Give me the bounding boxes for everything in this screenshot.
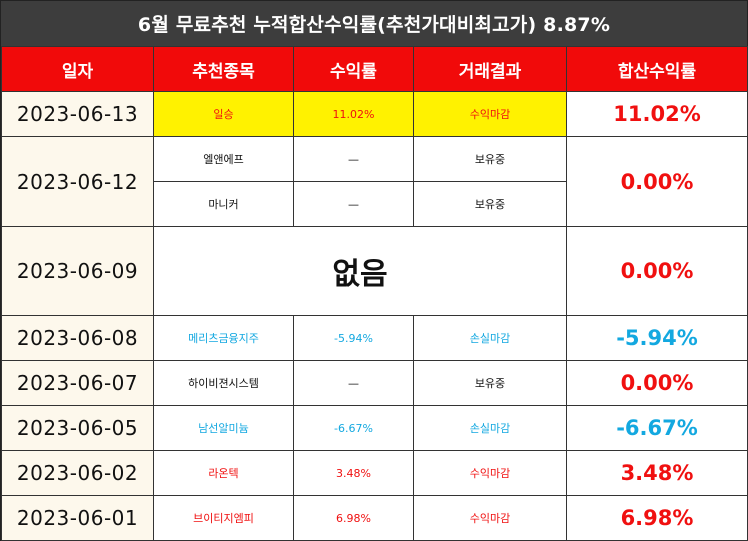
stock-rate: 3.48% [293,450,414,496]
stock-result: 손실마감 [413,315,567,361]
recommendation-table: 일자 추천종목 수익률 거래결과 합산수익률 2023-06-13 일승 11.… [1,46,748,541]
table-row: 2023-06-08 메리츠금융지주 -5.94% 손실마감 -5.94% [1,315,748,361]
stock-rate: 11.02% [293,91,414,137]
header-result: 거래결과 [413,46,567,92]
row-total: 0.00% [566,226,748,316]
row-total: 0.00% [566,360,748,406]
row-date: 2023-06-08 [1,315,154,361]
stock-result: 손실마감 [413,405,567,451]
row-date: 2023-06-02 [1,450,154,496]
stock-result: 보유중 [413,181,567,227]
header-total: 합산수익률 [566,46,748,92]
table-header-row: 일자 추천종목 수익률 거래결과 합산수익률 [1,46,748,92]
row-date: 2023-06-01 [1,495,154,541]
stock-name: 엘앤에프 [153,136,294,182]
stock-name: 남선알미늄 [153,405,294,451]
row-date: 2023-06-05 [1,405,154,451]
stock-name: 메리츠금융지주 [153,315,294,361]
stock-name: 일승 [153,91,294,137]
row-total: -6.67% [566,405,748,451]
table-row: 2023-06-01 브이티지엠피 6.98% 수익마감 6.98% [1,495,748,541]
table-row: 2023-06-09 없음 0.00% [1,226,748,316]
stock-rate: 6.98% [293,495,414,541]
stock-result: 보유중 [413,136,567,182]
header-date: 일자 [1,46,154,92]
stock-name: 라온텍 [153,450,294,496]
row-total: -5.94% [566,315,748,361]
no-recommendation-text: 없음 [153,226,567,316]
row-date: 2023-06-13 [1,91,154,137]
stock-name: 마니커 [153,181,294,227]
table-row: 2023-06-12 엘앤에프 — 보유중 0.00% [1,136,748,227]
stock-rate: — [293,181,414,227]
table-row: 2023-06-13 일승 11.02% 수익마감 11.02% [1,91,748,137]
table-row: 2023-06-02 라온텍 3.48% 수익마감 3.48% [1,450,748,496]
stock-rate: — [293,360,414,406]
row-total: 6.98% [566,495,748,541]
stock-result: 보유중 [413,360,567,406]
stock-rate: — [293,136,414,182]
row-date: 2023-06-07 [1,360,154,406]
row-total: 3.48% [566,450,748,496]
row-total: 11.02% [566,91,748,137]
row-total: 0.00% [566,136,748,227]
stock-result: 수익마감 [413,91,567,137]
stock-name: 하이비젼시스템 [153,360,294,406]
page-title: 6월 무료추천 누적합산수익률(추천가대비최고가) 8.87% [1,1,747,46]
row-date: 2023-06-12 [1,136,154,227]
stock-name: 브이티지엠피 [153,495,294,541]
stock-rate: -5.94% [293,315,414,361]
table-row: 2023-06-05 남선알미늄 -6.67% 손실마감 -6.67% [1,405,748,451]
stock-rate: -6.67% [293,405,414,451]
header-rate: 수익률 [293,46,414,92]
header-stock: 추천종목 [153,46,294,92]
stock-result: 수익마감 [413,450,567,496]
table-row: 마니커 — 보유중 [2,181,748,227]
stock-result: 수익마감 [413,495,567,541]
table-row: 2023-06-07 하이비젼시스템 — 보유중 0.00% [1,360,748,406]
row-date: 2023-06-09 [1,226,154,316]
